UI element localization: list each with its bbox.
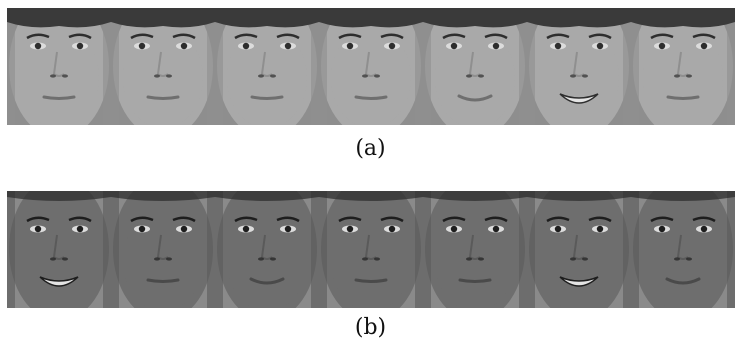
face-strip-a [7, 8, 735, 125]
face-image-a-3 [215, 8, 319, 125]
face-image-b-6 [527, 191, 631, 308]
face-image-b-1 [7, 191, 111, 308]
face-strip-b [7, 191, 735, 308]
face-image-a-1 [7, 8, 111, 125]
caption-a: (a) [355, 136, 386, 161]
face-image-b-3 [215, 191, 319, 308]
face-image-a-4 [319, 8, 423, 125]
face-image-b-5 [423, 191, 527, 308]
caption-b: (b) [354, 315, 387, 340]
face-image-b-4 [319, 191, 423, 308]
face-image-a-6 [527, 8, 631, 125]
face-image-a-7 [631, 8, 735, 125]
face-image-a-5 [423, 8, 527, 125]
face-image-b-2 [111, 191, 215, 308]
face-image-a-2 [111, 8, 215, 125]
face-image-b-7 [631, 191, 735, 308]
